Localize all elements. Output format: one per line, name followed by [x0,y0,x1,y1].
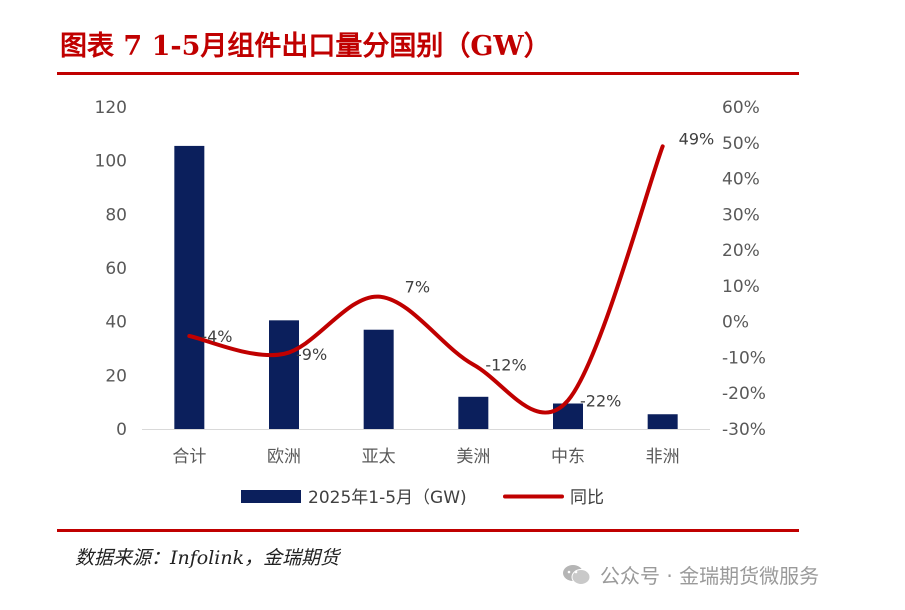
y-left-tick-label: 80 [105,205,127,225]
data-label: -4% [201,327,232,346]
legend-label-bar: 2025年1-5月（GW) [308,488,467,508]
title-rule [57,72,799,75]
chart: 0 20 40 60 80 100 120 -30% -20% -10% 0% 10% 20% 30% 40… [95,98,766,508]
x-tick-label: 亚太 [362,447,396,467]
data-label: -22% [580,391,621,410]
series-line-yoy [187,144,665,415]
y-left-tick-label: 120 [95,98,127,118]
chart-title: 图表 7 1-5月组件出口量分国别（GW） [60,31,551,62]
y-right-tick-label: 0% [722,313,749,333]
y-right-tick-label: 60% [722,98,760,118]
source-note: 数据来源：Infolink，金瑞期货 [75,547,340,569]
data-label: 7% [405,278,430,297]
wechat-icon [563,564,591,585]
y-left-tick-label: 0 [116,420,127,440]
data-label: -9% [296,345,327,364]
y-right-tick-label: 20% [722,241,760,261]
legend-swatch-bar [241,490,301,503]
y-left-tick-label: 60 [105,259,127,279]
y-right-tick-label: -30% [722,420,766,440]
data-label: 49% [679,129,715,148]
y-right-tick-label: 40% [722,170,760,190]
y-left-tick-label: 40 [105,313,127,333]
x-tick-label: 欧洲 [267,447,301,467]
x-tick-label: 合计 [172,447,206,467]
footer-rule [57,529,799,532]
y-right-tick-label: -10% [722,348,766,368]
x-tick-label: 美洲 [456,447,490,467]
bar [458,396,489,429]
x-tick-label: 非洲 [646,447,680,467]
bar [174,145,205,430]
x-tick-label: 中东 [551,447,585,467]
y-right-tick-label: -20% [722,384,766,404]
y-right-tick-label: 50% [722,134,760,154]
legend-label-line: 同比 [570,488,604,508]
y-right-tick-label: 10% [722,277,760,297]
y-right-tick-label: 30% [722,205,760,225]
watermark: 公众号 · 金瑞期货微服务 [562,560,819,589]
bar [647,414,678,429]
data-label: -12% [485,356,526,375]
watermark-text: 公众号 · 金瑞期货微服务 [600,564,820,588]
y-left-tick-label: 20 [105,366,127,386]
bar [363,329,394,429]
bar [269,320,299,429]
y-left-tick-label: 100 [95,152,127,172]
